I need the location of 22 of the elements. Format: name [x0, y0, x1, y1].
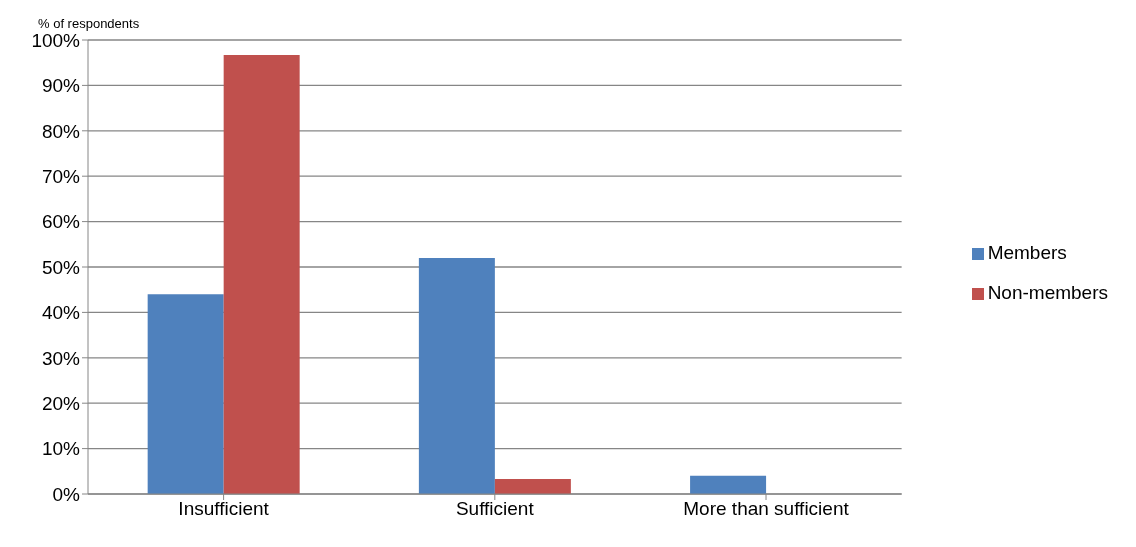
y-tick-label: 40%: [41, 302, 81, 324]
bar: [418, 257, 495, 494]
x-tick-label: More than sufficient: [683, 498, 850, 520]
bar: [223, 54, 300, 494]
bar: [494, 479, 571, 494]
y-tick-label: 100%: [31, 29, 81, 51]
bar: [690, 475, 767, 494]
y-tick-label: 30%: [41, 347, 81, 369]
y-tick-label: 60%: [41, 211, 81, 233]
legend-label: Members: [987, 242, 1067, 263]
y-tick-label: 50%: [41, 256, 81, 278]
y-tick-label: 0%: [52, 483, 81, 505]
y-tick-label: 10%: [41, 438, 81, 460]
x-tick-label: Insufficient: [178, 498, 270, 520]
x-tick-label: Sufficient: [455, 498, 535, 520]
y-tick-label: 90%: [41, 75, 81, 97]
y-tick-label: 80%: [41, 120, 81, 142]
legend-label: Non-members: [987, 282, 1108, 303]
y-axis-title: % of respondents: [38, 16, 140, 31]
bar: [147, 294, 224, 494]
y-tick-label: 20%: [41, 392, 81, 414]
y-tick-label: 70%: [41, 165, 81, 187]
